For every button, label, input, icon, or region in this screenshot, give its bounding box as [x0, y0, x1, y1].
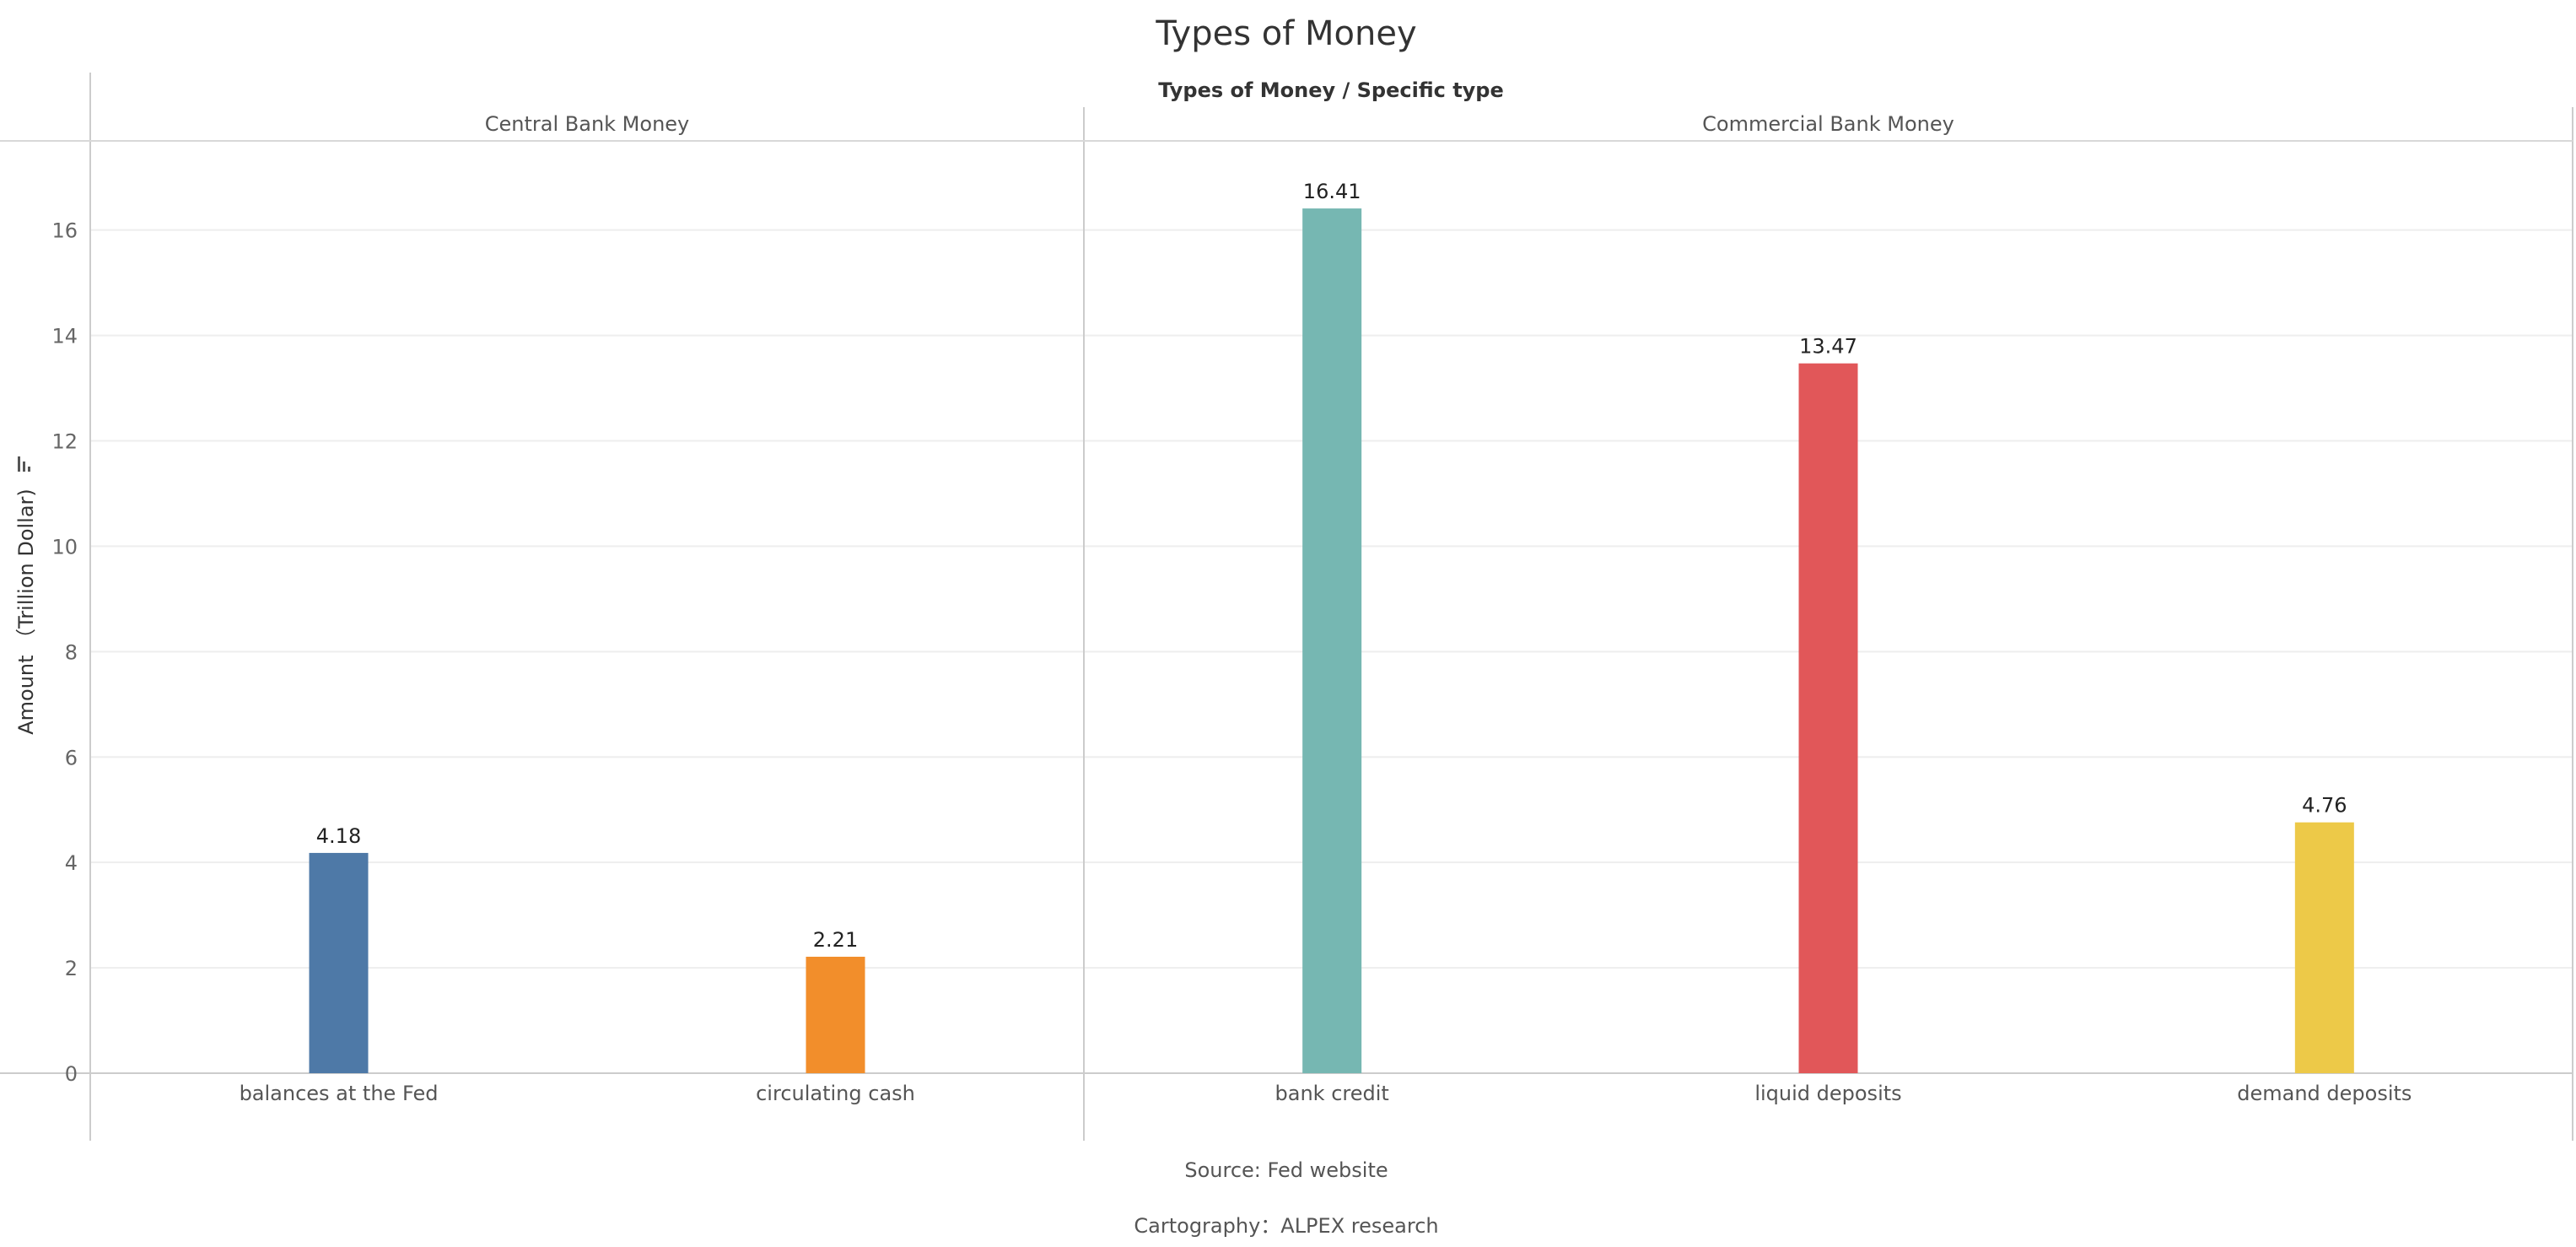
bar-value-label: 2.21 — [813, 928, 858, 952]
y-tick-label: 0 — [65, 1062, 78, 1086]
y-tick-label: 8 — [65, 640, 78, 664]
x-category-label: bank credit — [1275, 1082, 1389, 1105]
x-category-label: balances at the Fed — [240, 1082, 439, 1105]
y-tick-label: 2 — [65, 957, 78, 980]
y-axis-title: Amount （Trillion Dollar) — [14, 489, 38, 735]
y-tick-label: 4 — [65, 851, 78, 875]
x-category-label: liquid deposits — [1754, 1082, 1901, 1105]
bars — [309, 208, 2354, 1074]
y-tick-label: 10 — [51, 535, 78, 559]
y-tick-label: 12 — [51, 430, 78, 454]
group-label: Commercial Bank Money — [1702, 112, 1954, 136]
x-category-label: circulating cash — [756, 1082, 915, 1105]
bar — [309, 852, 369, 1073]
y-tick-label: 16 — [51, 219, 78, 243]
chart-frame — [0, 73, 2573, 1141]
bar-value-label: 16.41 — [1303, 180, 1361, 203]
bar-value-label: 4.76 — [2302, 794, 2347, 818]
bar — [806, 956, 865, 1073]
y-tick-label: 14 — [51, 325, 78, 348]
bar — [1798, 363, 1858, 1073]
credit-note: Cartography：ALPEX research — [1134, 1214, 1438, 1238]
y-tick-label: 6 — [65, 746, 78, 769]
bar-value-label: 13.47 — [1799, 335, 1857, 359]
chart-text: Types of Money Types of Money / Specific… — [14, 14, 2412, 1238]
sort-icon[interactable] — [18, 456, 30, 472]
bar — [1302, 208, 1362, 1074]
x-category-label: demand deposits — [2237, 1082, 2412, 1105]
group-label: Central Bank Money — [485, 112, 690, 136]
bar-value-label: 4.18 — [316, 824, 361, 848]
header-label: Types of Money / Specific type — [1158, 78, 1504, 102]
chart-title: Types of Money — [1155, 14, 1416, 53]
source-note: Source: Fed website — [1184, 1158, 1388, 1182]
bar — [2294, 822, 2354, 1073]
